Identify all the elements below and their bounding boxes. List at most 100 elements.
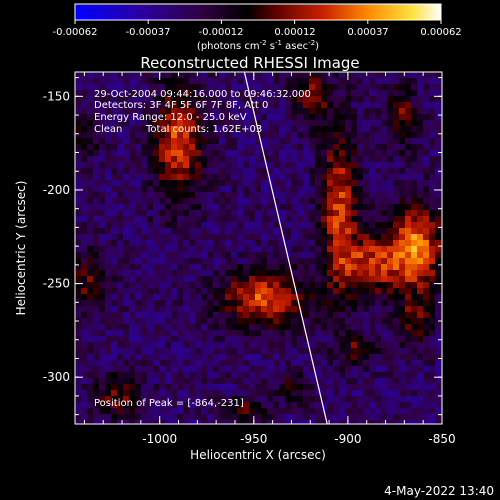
heatmap-cell <box>249 402 255 408</box>
heatmap-cell <box>327 228 333 234</box>
heatmap-cell <box>195 384 201 390</box>
heatmap-cell <box>333 144 339 150</box>
heatmap-cell <box>129 138 135 144</box>
heatmap-cell <box>123 336 129 342</box>
heatmap-cell <box>297 138 303 144</box>
heatmap-cell <box>339 210 345 216</box>
heatmap-cell <box>429 180 435 186</box>
heatmap-cell <box>405 192 411 198</box>
heatmap-cell <box>291 402 297 408</box>
heatmap-cell <box>357 156 363 162</box>
heatmap-cell <box>225 306 231 312</box>
heatmap-cell <box>75 282 81 288</box>
heatmap-cell <box>417 348 423 354</box>
heatmap-cell <box>429 408 435 414</box>
heatmap-cell <box>171 246 177 252</box>
heatmap-cell <box>147 186 153 192</box>
heatmap-cell <box>423 330 429 336</box>
heatmap-cell <box>429 192 435 198</box>
heatmap-cell <box>75 144 81 150</box>
heatmap-cell <box>381 396 387 402</box>
heatmap-cell <box>81 252 87 258</box>
heatmap-cell <box>303 336 309 342</box>
heatmap-cell <box>309 258 315 264</box>
heatmap-cell <box>393 366 399 372</box>
heatmap-cell <box>213 384 219 390</box>
heatmap-cell <box>231 210 237 216</box>
heatmap-cell <box>237 186 243 192</box>
heatmap-cell <box>93 78 99 84</box>
heatmap-cell <box>153 306 159 312</box>
heatmap <box>75 72 442 424</box>
heatmap-cell <box>207 210 213 216</box>
heatmap-cell <box>87 288 93 294</box>
heatmap-cell <box>273 264 279 270</box>
heatmap-cell <box>363 90 369 96</box>
heatmap-cell <box>429 270 435 276</box>
heatmap-cell <box>81 102 87 108</box>
heatmap-cell <box>87 216 93 222</box>
heatmap-cell <box>117 300 123 306</box>
heatmap-cell <box>159 162 165 168</box>
heatmap-cell <box>207 138 213 144</box>
heatmap-cell <box>249 168 255 174</box>
heatmap-cell <box>327 282 333 288</box>
heatmap-cell <box>279 120 285 126</box>
heatmap-cell <box>435 390 441 396</box>
heatmap-cell <box>375 330 381 336</box>
heatmap-cell <box>147 156 153 162</box>
heatmap-cell <box>207 330 213 336</box>
heatmap-cell <box>105 162 111 168</box>
heatmap-cell <box>201 258 207 264</box>
heatmap-cell <box>171 132 177 138</box>
heatmap-cell <box>171 162 177 168</box>
heatmap-cell <box>321 228 327 234</box>
heatmap-cell <box>213 270 219 276</box>
heatmap-cell <box>183 144 189 150</box>
heatmap-cell <box>393 402 399 408</box>
heatmap-cell <box>297 84 303 90</box>
heatmap-cell <box>315 264 321 270</box>
heatmap-cell <box>327 138 333 144</box>
heatmap-cell <box>195 126 201 132</box>
heatmap-cell <box>75 366 81 372</box>
heatmap-cell <box>309 198 315 204</box>
heatmap-cell <box>381 84 387 90</box>
heatmap-cell <box>405 402 411 408</box>
heatmap-cell <box>285 396 291 402</box>
heatmap-cell <box>387 102 393 108</box>
heatmap-cell <box>381 132 387 138</box>
heatmap-cell <box>81 282 87 288</box>
heatmap-cell <box>279 132 285 138</box>
heatmap-cell <box>255 90 261 96</box>
heatmap-cell <box>129 360 135 366</box>
heatmap-cell <box>159 240 165 246</box>
heatmap-cell <box>387 318 393 324</box>
heatmap-cell <box>141 354 147 360</box>
heatmap-cell <box>285 174 291 180</box>
heatmap-cell <box>345 240 351 246</box>
heatmap-cell <box>423 342 429 348</box>
heatmap-cell <box>171 276 177 282</box>
heatmap-cell <box>153 84 159 90</box>
heatmap-cell <box>285 186 291 192</box>
heatmap-cell <box>81 174 87 180</box>
heatmap-cell <box>135 276 141 282</box>
heatmap-cell <box>435 216 441 222</box>
heatmap-cell <box>81 114 87 120</box>
heatmap-cell <box>327 408 333 414</box>
heatmap-cell <box>279 240 285 246</box>
heatmap-cell <box>195 228 201 234</box>
heatmap-cell <box>297 144 303 150</box>
heatmap-cell <box>111 390 117 396</box>
heatmap-cell <box>267 312 273 318</box>
heatmap-cell <box>231 228 237 234</box>
heatmap-cell <box>231 114 237 120</box>
heatmap-cell <box>165 318 171 324</box>
heatmap-cell <box>195 144 201 150</box>
heatmap-cell <box>201 108 207 114</box>
heatmap-cell <box>435 372 441 378</box>
heatmap-cell <box>153 222 159 228</box>
heatmap-cell <box>123 138 129 144</box>
heatmap-cell <box>99 348 105 354</box>
